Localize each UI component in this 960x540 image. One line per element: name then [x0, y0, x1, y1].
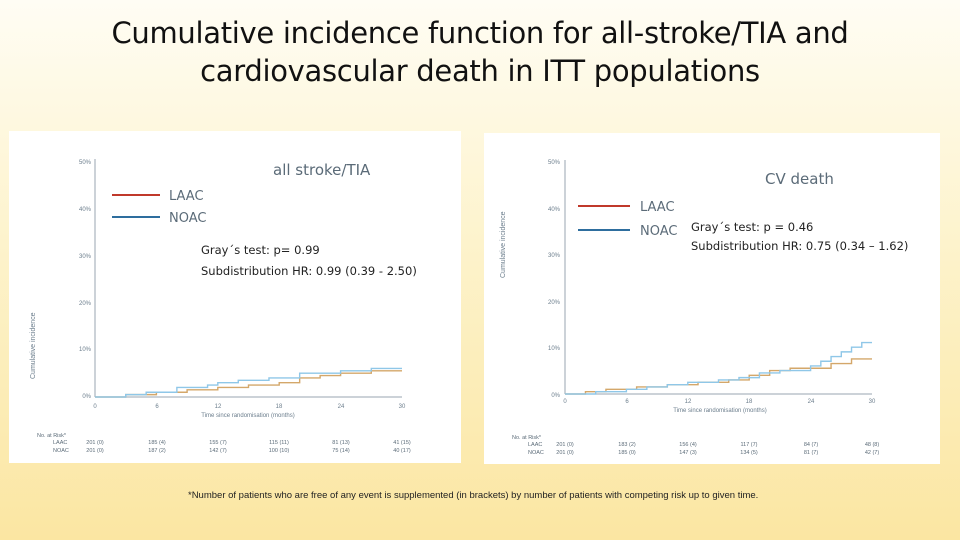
x-tick-label: 30 [399, 404, 406, 410]
footnote: *Number of patients who are free of any … [188, 490, 759, 501]
y-tick-label: 50% [548, 160, 561, 166]
risk-cell: 185 (0) [618, 450, 636, 456]
y-tick-label: 40% [548, 207, 561, 213]
legend: LAAC NOAC [578, 200, 677, 239]
x-tick-label: 24 [808, 399, 815, 405]
legend: LAAC NOAC [112, 189, 206, 226]
x-tick-label: 6 [625, 399, 629, 405]
x-tick-labels: 0 6 12 18 24 30 [93, 404, 406, 410]
hr-text: Subdistribution HR: 0.99 (0.39 - 2.50) [201, 264, 417, 278]
risk-cell: 155 (7) [209, 440, 227, 446]
x-tick-label: 0 [563, 399, 567, 405]
x-tick-labels: 0 6 12 18 24 30 [563, 399, 876, 405]
x-tick-label: 30 [869, 399, 876, 405]
y-tick-label: 10% [79, 347, 92, 353]
grays-test-text: Gray´s test: p= 0.99 [201, 243, 320, 257]
x-tick-label: 18 [746, 399, 753, 405]
legend-label-noac: NOAC [169, 211, 206, 226]
grays-test-text: Gray´s test: p = 0.46 [691, 220, 813, 234]
y-tick-labels: 50% 40% 30% 20% 10% 0% [79, 160, 92, 400]
hr-text: Subdistribution HR: 0.75 (0.34 – 1.62) [691, 239, 908, 253]
risk-table-header: No. at Risk* [512, 435, 542, 441]
y-tick-label: 30% [79, 254, 92, 260]
plot-cv-death [565, 341, 872, 395]
y-axis-label: Cumulative incidence [500, 211, 507, 278]
stats-annotation: Gray´s test: p= 0.99 Subdistribution HR:… [201, 243, 417, 278]
risk-cell: 134 (5) [740, 450, 758, 456]
risk-cell: 185 (4) [148, 440, 166, 446]
series-line-laac [565, 358, 872, 395]
risk-cell: 42 (7) [865, 450, 880, 456]
risk-cell: 84 (7) [804, 442, 819, 448]
y-axis-label: Cumulative incidence [30, 312, 37, 379]
risk-table: No. at Risk* LAAC NOAC 201 (0) 183 (2) 1… [512, 435, 879, 456]
title-line-1: Cumulative incidence function for all-st… [111, 16, 849, 50]
title-line-2: cardiovascular death in ITT populations [200, 54, 760, 88]
y-tick-label: 20% [548, 300, 561, 306]
risk-cell: 115 (11) [269, 440, 289, 446]
series-line-noac [565, 341, 872, 395]
chart-title: CV death [765, 170, 834, 188]
risk-cell: 201 (0) [86, 448, 104, 454]
risk-cell: 201 (0) [556, 450, 574, 456]
y-tick-label: 30% [548, 253, 561, 259]
y-tick-label: 10% [548, 346, 561, 352]
risk-cell: 100 (10) [269, 448, 290, 454]
chart-cv-death-svg: Cumulative incidence 50% 40% 30% 20% 10%… [500, 160, 908, 456]
chart-stroke-svg: Cumulative incidence 50% 40% 30% 20% 10%… [30, 159, 417, 454]
risk-cell: 40 (17) [393, 448, 411, 454]
y-tick-label: 0% [551, 393, 560, 399]
risk-cell: 81 (13) [332, 440, 350, 446]
risk-cell: 41 (15) [393, 440, 411, 446]
y-tick-label: 40% [79, 207, 92, 213]
chart-panel-stroke: Cumulative incidence 50% 40% 30% 20% 10%… [9, 131, 461, 463]
risk-table-header: No. at Risk* [37, 433, 67, 439]
y-tick-label: 0% [82, 394, 91, 400]
legend-label-laac: LAAC [640, 200, 675, 215]
risk-cell: 142 (7) [209, 448, 227, 454]
x-tick-label: 18 [276, 404, 283, 410]
chart-panel-cv-death: Cumulative incidence 50% 40% 30% 20% 10%… [484, 133, 940, 464]
risk-cell: 156 (4) [679, 442, 697, 448]
y-tick-labels: 50% 40% 30% 20% 10% 0% [548, 160, 561, 399]
risk-row-label: LAAC [53, 440, 67, 446]
risk-cell: 81 (7) [804, 450, 819, 456]
risk-row-label: NOAC [53, 448, 69, 454]
y-tick-label: 20% [79, 301, 92, 307]
risk-cell: 147 (3) [679, 450, 697, 456]
x-axis-label: Time since randomisation (months) [673, 408, 766, 414]
risk-cell: 201 (0) [556, 442, 574, 448]
risk-cell: 187 (2) [148, 448, 166, 454]
risk-table: No. at Risk* LAAC NOAC 201 (0) 185 (4) 1… [37, 433, 411, 454]
risk-row-label: NOAC [528, 450, 544, 456]
risk-cell: 117 (7) [740, 442, 757, 448]
slide-title: Cumulative incidence function for all-st… [0, 14, 960, 90]
legend-label-noac: NOAC [640, 224, 677, 239]
x-tick-label: 24 [338, 404, 345, 410]
series-line-laac [95, 370, 402, 398]
x-tick-label: 12 [215, 404, 222, 410]
series-line-noac [95, 367, 402, 398]
y-tick-label: 50% [79, 160, 92, 166]
risk-row-label: LAAC [528, 442, 542, 448]
risk-cell: 75 (14) [332, 448, 350, 454]
x-tick-label: 6 [155, 404, 159, 410]
legend-label-laac: LAAC [169, 189, 204, 204]
risk-cell: 183 (2) [618, 442, 636, 448]
x-tick-label: 0 [93, 404, 97, 410]
x-tick-label: 12 [685, 399, 692, 405]
y-axis-title: Cumulative incidence [500, 211, 507, 278]
x-axis-label: Time since randomisation (months) [201, 413, 294, 419]
risk-cell: 201 (0) [86, 440, 104, 446]
risk-cell: 48 (8) [865, 442, 880, 448]
stats-annotation: Gray´s test: p = 0.46 Subdistribution HR… [691, 220, 908, 253]
y-axis-title: Cumulative incidence [30, 312, 37, 379]
chart-title: all stroke/TIA [273, 161, 371, 179]
plot-stroke [95, 367, 402, 398]
